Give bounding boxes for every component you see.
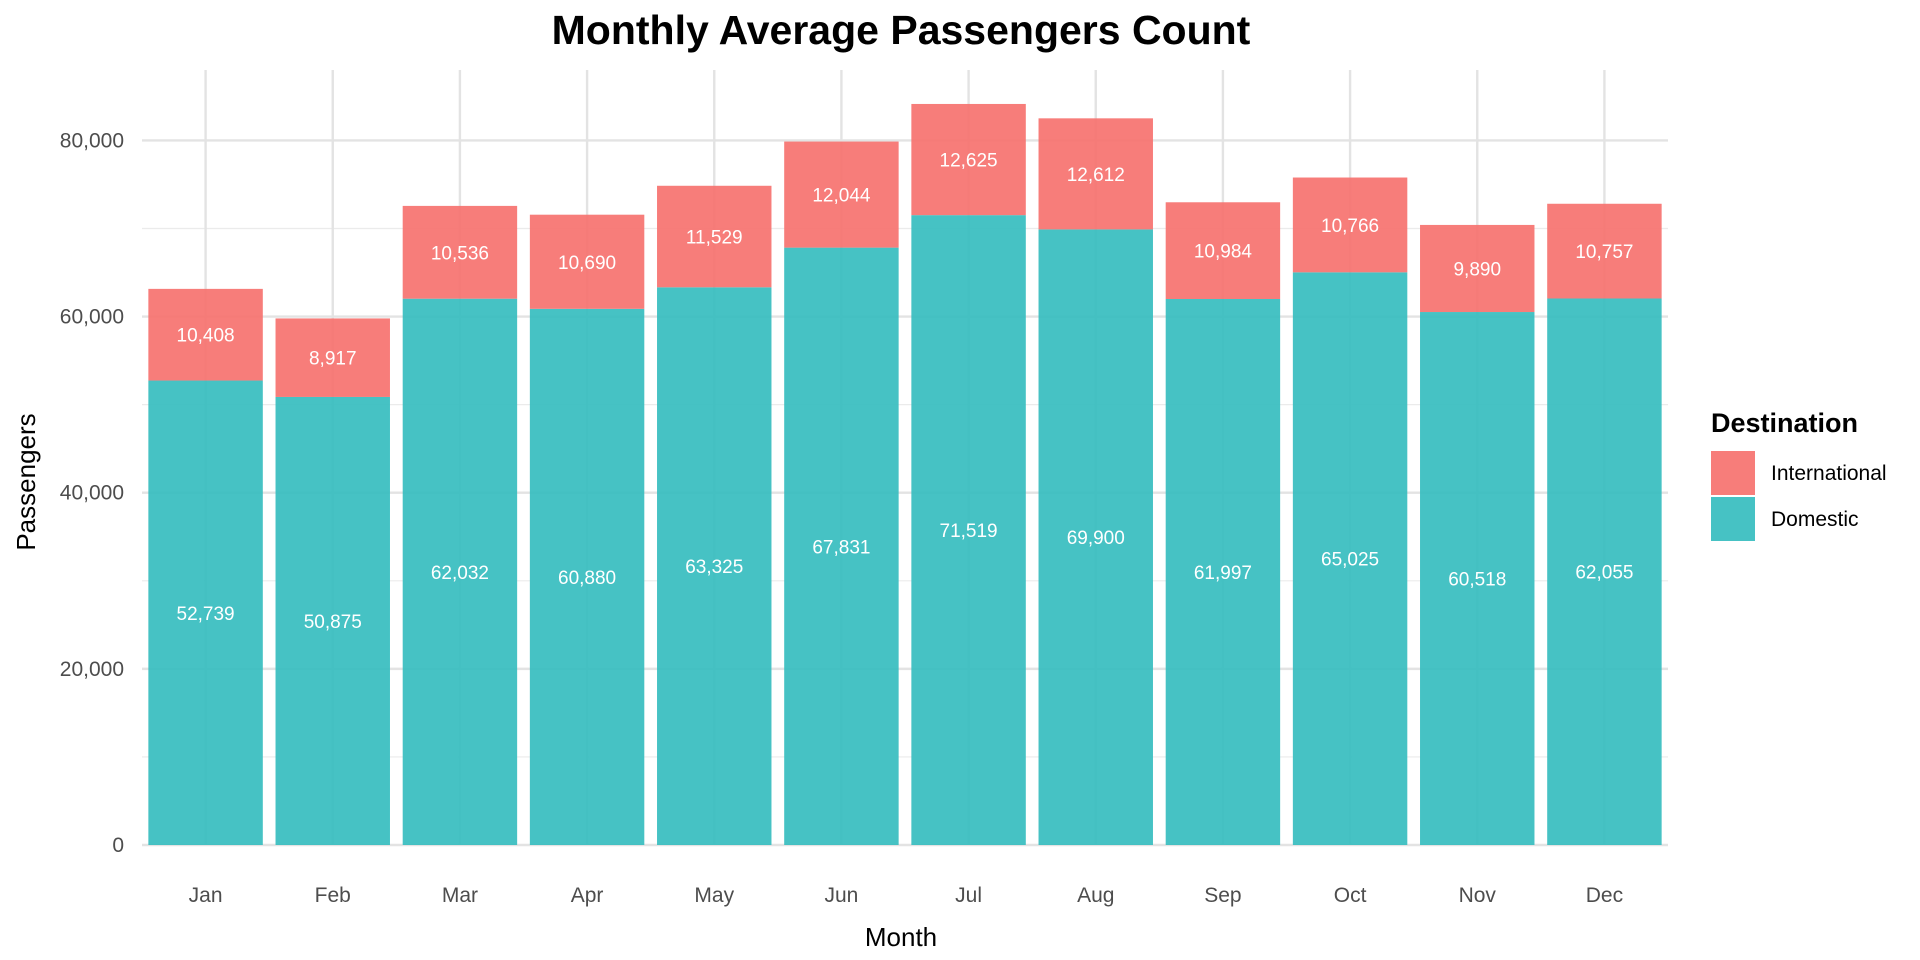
y-tick-label: 20,000 — [60, 658, 124, 681]
bar-domestic-may — [657, 287, 772, 845]
x-axis-title: Month — [865, 922, 937, 952]
bar-domestic-sep — [1165, 299, 1281, 846]
bar-international-apr — [529, 214, 645, 309]
data-label-international-mar: 10,536 — [431, 243, 489, 264]
bar-domestic-feb — [275, 396, 390, 845]
data-label-domestic-mar: 62,032 — [431, 563, 489, 584]
data-label-international-may: 11,529 — [686, 228, 743, 249]
legend: Destination International Domestic — [1711, 408, 1887, 541]
data-label-domestic-oct: 65,025 — [1321, 550, 1379, 571]
bar-domestic-nov — [1420, 312, 1535, 845]
data-label-international-aug: 12,612 — [1067, 165, 1125, 186]
data-label-international-jun: 12,044 — [812, 186, 871, 207]
bar-international-jul — [911, 103, 1026, 216]
x-tick-label: Oct — [1334, 884, 1367, 907]
bar-international-feb — [275, 318, 390, 397]
data-label-international-apr: 10,690 — [558, 253, 616, 274]
y-tick-label: 80,000 — [60, 129, 124, 152]
bar-international-dec — [1547, 203, 1662, 299]
data-label-international-jul: 12,625 — [940, 151, 998, 172]
bar-domestic-oct — [1292, 272, 1408, 845]
x-tick-label: Jan — [189, 884, 223, 907]
plot-bars — [148, 103, 1662, 846]
data-label-international-sep: 10,984 — [1194, 242, 1253, 263]
legend-label-domestic: Domestic — [1771, 508, 1859, 531]
data-label-domestic-jul: 71,519 — [940, 521, 998, 542]
legend-key-international — [1711, 451, 1755, 495]
x-tick-label: Nov — [1459, 884, 1497, 907]
legend-title: Destination — [1711, 408, 1858, 438]
data-label-international-dec: 10,757 — [1575, 242, 1633, 263]
legend-label-international: International — [1771, 462, 1887, 485]
bar-domestic-mar — [402, 298, 518, 846]
x-tick-label: Mar — [442, 884, 478, 907]
bar-international-jan — [148, 288, 263, 381]
y-axis-ticks: 0 20,000 40,000 60,000 80,000 — [60, 129, 124, 857]
data-label-international-feb: 8,917 — [309, 349, 357, 370]
x-tick-label: Aug — [1077, 884, 1114, 907]
bar-international-aug — [1038, 118, 1153, 230]
data-label-domestic-feb: 50,875 — [304, 612, 362, 633]
bar-international-jun — [784, 141, 899, 248]
x-tick-label: Apr — [571, 884, 604, 907]
y-tick-label: 60,000 — [60, 306, 124, 329]
x-tick-label: Sep — [1204, 884, 1241, 907]
x-tick-label: May — [694, 884, 734, 907]
y-axis-title: Passengers — [11, 413, 41, 550]
x-tick-label: Dec — [1586, 884, 1623, 907]
bar-domestic-jan — [148, 380, 263, 845]
x-axis-ticks: Jan Feb Mar Apr May Jun Jul Aug Sep Oct Nov Dec — [189, 884, 1623, 907]
bar-domestic-dec — [1547, 298, 1662, 845]
data-label-domestic-jan: 52,739 — [177, 604, 235, 625]
bar-domestic-aug — [1038, 229, 1153, 845]
bar-international-mar — [402, 205, 518, 299]
bar-international-may — [657, 185, 772, 288]
bar-domestic-jun — [784, 247, 899, 846]
bar-domestic-jul — [911, 215, 1026, 846]
bar-domestic-apr — [529, 308, 645, 845]
data-label-domestic-sep: 61,997 — [1194, 563, 1252, 584]
legend-key-domestic — [1711, 497, 1755, 541]
data-label-domestic-may: 63,325 — [685, 557, 743, 578]
x-tick-label: Feb — [315, 884, 351, 907]
data-label-domestic-jun: 67,831 — [812, 537, 870, 558]
data-label-domestic-aug: 69,900 — [1067, 528, 1125, 549]
plot-bar-labels: 52,739 10,408 50,875 8,917 62,032 10,536 60,88… — [177, 151, 1634, 633]
data-label-domestic-dec: 62,055 — [1575, 563, 1633, 584]
x-tick-label: Jun — [824, 884, 858, 907]
data-label-international-nov: 9,890 — [1453, 259, 1501, 280]
x-tick-label: Jul — [955, 884, 982, 907]
y-tick-label: 40,000 — [60, 482, 124, 505]
bar-international-oct — [1292, 177, 1408, 273]
data-label-domestic-nov: 60,518 — [1448, 570, 1506, 591]
y-tick-label: 0 — [112, 834, 124, 857]
data-label-international-jan: 10,408 — [177, 326, 235, 347]
data-label-international-oct: 10,766 — [1321, 216, 1379, 237]
chart-title: Monthly Average Passengers Count — [552, 7, 1251, 53]
data-label-domestic-apr: 60,880 — [558, 568, 616, 589]
bar-international-nov — [1420, 224, 1535, 313]
bar-international-sep — [1165, 202, 1281, 300]
